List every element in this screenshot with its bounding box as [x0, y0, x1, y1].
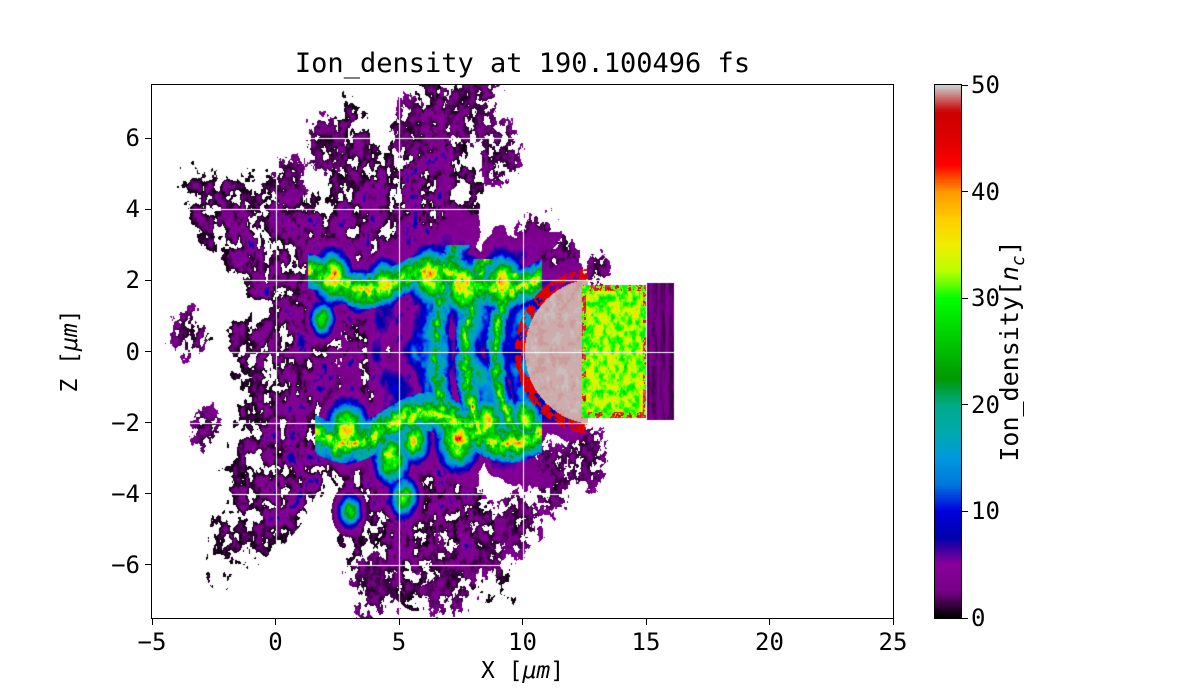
x-tick-label: 25: [878, 628, 908, 656]
y-tick: [145, 137, 151, 139]
x-axis-label-suffix: ]: [550, 658, 565, 684]
y-tick-label: −4: [111, 479, 140, 508]
x-tick-label: −5: [137, 628, 167, 656]
colorbar-tick-label: 0: [971, 604, 986, 632]
x-axis-label-prefix: X [: [480, 658, 523, 684]
x-tick-label: 10: [508, 628, 537, 656]
colorbar-gradient: [935, 85, 961, 618]
y-tick-label: 2: [125, 266, 140, 295]
x-tick-label: 5: [391, 628, 407, 656]
plot-title: Ion_density at 190.100496 fs: [294, 48, 751, 79]
x-tick-label: 15: [631, 628, 661, 656]
colorbar-tick: [962, 617, 968, 619]
y-tick: [145, 493, 151, 495]
y-tick: [145, 351, 151, 352]
colorbar-tick-label: 30: [971, 284, 1000, 313]
y-tick: [145, 208, 151, 210]
y-tick-label: −6: [111, 550, 140, 579]
colorbar-tick-label: 40: [971, 177, 1000, 206]
x-tick: [645, 619, 647, 625]
y-axis-label-suffix: ]: [57, 309, 83, 324]
x-tick: [769, 619, 770, 625]
colorbar-label: Ion_density[nc]: [995, 240, 1029, 461]
colorbar-tick: [962, 191, 968, 193]
heatmap-canvas: [152, 85, 893, 618]
x-tick: [398, 619, 400, 625]
colorbar-tick-label: 50: [971, 71, 1000, 99]
x-tick: [522, 619, 523, 625]
y-tick-label: 0: [125, 337, 140, 366]
colorbar-label-sub: c: [1009, 255, 1029, 266]
y-tick: [145, 422, 151, 424]
y-tick: [145, 279, 151, 281]
colorbar-tick: [962, 84, 968, 86]
colorbar-label-var: n: [995, 265, 1024, 282]
x-tick: [892, 619, 894, 625]
colorbar-tick: [962, 510, 968, 512]
y-tick-label: 4: [125, 195, 140, 224]
y-tick: [145, 564, 151, 566]
x-axis-label-unit: μm: [522, 658, 551, 684]
x-tick-label: 20: [755, 628, 784, 656]
x-tick: [275, 619, 276, 625]
y-tick-label: 6: [125, 124, 140, 153]
x-tick-label: 0: [268, 628, 283, 656]
x-axis-label: X [μm]: [152, 658, 893, 684]
x-tick: [151, 619, 153, 625]
colorbar-label-suffix: ]: [995, 240, 1024, 256]
colorbar-tick-label: 20: [971, 390, 1000, 419]
colorbar-tick: [962, 404, 968, 406]
y-tick-label: −2: [111, 408, 140, 437]
colorbar-tick-label: 10: [971, 497, 1000, 526]
colorbar-tick: [962, 297, 968, 299]
